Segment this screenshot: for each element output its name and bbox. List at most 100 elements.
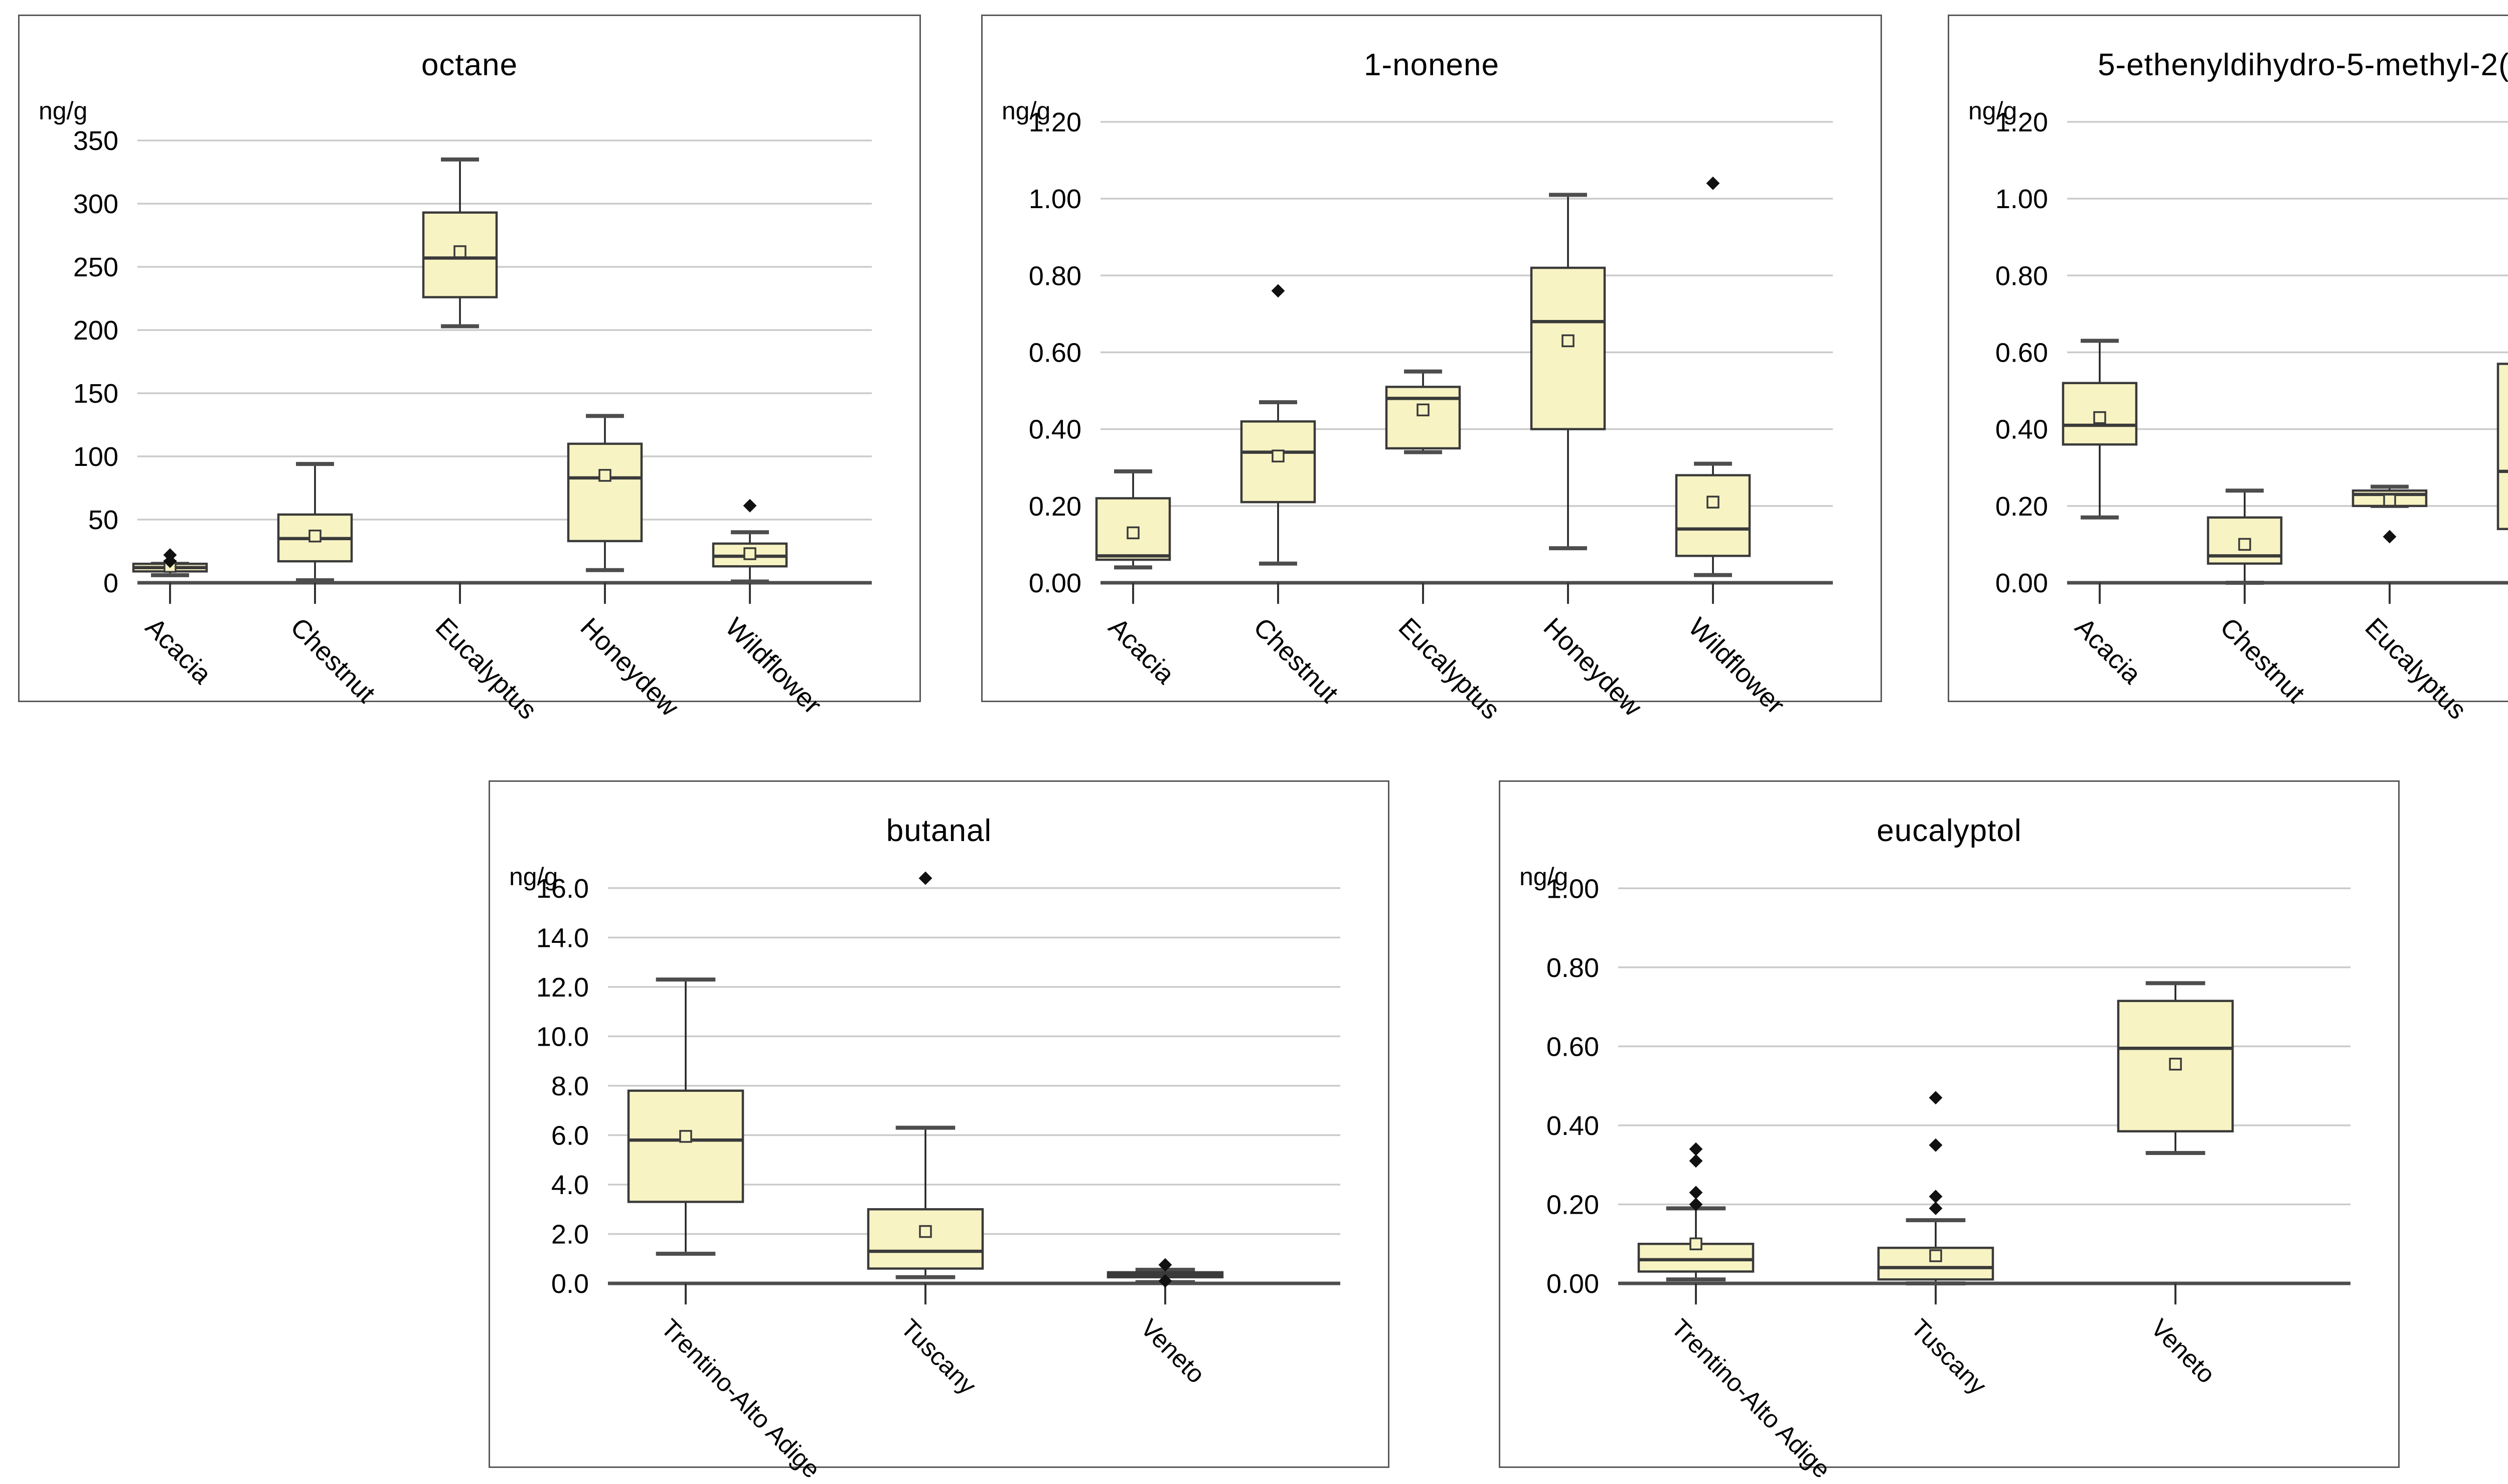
y-tick-label: 0.00	[1995, 568, 2048, 598]
outlier-point	[1929, 1190, 1943, 1204]
y-tick-label: 10.0	[536, 1022, 589, 1052]
mean-marker	[1706, 496, 1719, 509]
x-category-label: Eucalyptus	[2360, 612, 2472, 725]
mean-marker	[1561, 334, 1575, 348]
y-tick-label: 0.20	[1995, 491, 2048, 522]
y-tick-label: 150	[73, 379, 118, 409]
outlier-point	[918, 871, 932, 885]
y-tick-label: 0	[103, 568, 118, 598]
boxplot-octane: 0 50 100 150 200 250 300 350 Acacia Chestnut Eucal…	[73, 126, 872, 725]
y-tick-label: 16.0	[536, 874, 589, 904]
mean-marker	[2169, 1058, 2182, 1071]
y-axis-unit-label: ng/g	[1002, 97, 1051, 125]
y-tick-label: 1.00	[1995, 184, 2048, 214]
x-category-label: Trentino-Alto Adige	[1666, 1313, 1836, 1483]
y-tick-label: 2.0	[551, 1219, 589, 1249]
x-category-label: Eucalyptus	[430, 612, 543, 725]
box-trentino-alto-adige	[1637, 1242, 1755, 1273]
box-eucalyptus	[1385, 386, 1461, 450]
x-category-label: Trentino-Alto Adige	[656, 1313, 826, 1483]
x-category-label: Acacia	[140, 612, 218, 690]
x-category-label: Tuscany	[895, 1313, 982, 1400]
y-tick-label: 0.80	[1546, 953, 1599, 983]
box-wildflower	[1675, 474, 1751, 557]
mean-marker	[453, 245, 466, 258]
x-category-label: Eucalyptus	[1393, 612, 1506, 725]
mean-marker	[919, 1225, 932, 1238]
y-tick-label: 1.20	[1995, 107, 2048, 137]
box-honeydew	[1530, 266, 1606, 430]
outlier-point	[1929, 1138, 1943, 1152]
y-tick-label: 0.60	[1546, 1032, 1599, 1062]
chart-title-eucalyptol: eucalyptol	[1876, 813, 2022, 848]
x-category-label: Veneto	[2145, 1313, 2221, 1389]
x-category-label: Honeydew	[2504, 612, 2508, 722]
x-category-label: Wildflower	[1683, 612, 1791, 720]
chart-title-octane: octane	[421, 48, 518, 82]
chart-panel-butanal: ng/g butanal 0.0 2.0 4.0 6.0 8.0 10.0 12.0 14.0…	[489, 780, 1389, 1483]
outlier-point	[743, 499, 757, 513]
outlier-point	[2383, 530, 2397, 544]
y-axis-unit-label: ng/g	[1519, 863, 1569, 891]
outlier-point	[1706, 177, 1720, 190]
mean-marker	[2093, 411, 2106, 424]
box-honeydew	[567, 442, 643, 543]
y-tick-label: 1.00	[1029, 184, 1081, 214]
y-tick-label: 0.40	[1546, 1111, 1599, 1141]
outlier-point	[1158, 1258, 1172, 1272]
chart-panel-1-nonene: ng/g 1-nonene 0.00 0.20 0.40 0.60 0.80 1.00 1.…	[981, 15, 1882, 725]
x-category-label: Chestnut	[1248, 612, 1344, 709]
y-tick-label: 12.0	[536, 972, 589, 1003]
mean-marker	[1127, 526, 1140, 540]
y-tick-label: 0.20	[1546, 1190, 1599, 1220]
y-tick-label: 0.80	[1029, 261, 1081, 291]
x-category-label: Acacia	[1103, 612, 1181, 690]
outlier-point	[1271, 284, 1285, 298]
y-tick-label: 0.0	[551, 1269, 589, 1299]
box-trentino-alto-adige	[627, 1089, 744, 1203]
x-category-label: Honeydew	[1538, 612, 1648, 722]
outlier-point	[1689, 1186, 1703, 1200]
y-tick-label: 0.60	[1029, 338, 1081, 368]
y-axis-unit-label: ng/g	[39, 97, 88, 125]
mean-marker	[2238, 538, 2251, 551]
outlier-point	[1929, 1091, 1943, 1105]
y-tick-label: 1.00	[1546, 874, 1599, 904]
y-tick-label: 350	[73, 126, 118, 156]
y-tick-label: 0.00	[1546, 1269, 1599, 1299]
y-tick-label: 0.40	[1995, 415, 2048, 445]
boxplot-furanone: 0.00 0.20 0.40 0.60 0.80 1.00 1.20 Acacia Chestn…	[1995, 107, 2508, 725]
y-tick-label: 0.00	[1029, 568, 1081, 598]
y-tick-label: 0.40	[1029, 415, 1081, 445]
mean-marker	[1929, 1249, 1942, 1262]
y-tick-label: 8.0	[551, 1071, 589, 1101]
outlier-point	[1689, 1142, 1703, 1156]
y-tick-label: 0.20	[1029, 491, 1081, 522]
y-tick-label: 1.20	[1029, 107, 1081, 137]
x-category-label: Chestnut	[285, 612, 381, 709]
y-tick-label: 200	[73, 315, 118, 346]
y-tick-label: 50	[88, 505, 118, 535]
chart-panel-furanone: ng/g 5-ethenyldihydro-5-methyl-2(3H)-fur…	[1948, 15, 2508, 725]
y-tick-label: 14.0	[536, 923, 589, 953]
x-category-label: Chestnut	[2215, 612, 2311, 709]
chart-panel-octane: ng/g octane 0 50 100 150 200 250 300 350 Acacia C…	[18, 15, 921, 725]
chart-title-furanone: 5-ethenyldihydro-5-methyl-2(3H)-furanone	[2098, 48, 2508, 82]
y-tick-label: 6.0	[551, 1120, 589, 1150]
outlier-point	[1929, 1201, 1943, 1215]
chart-title-butanal: butanal	[886, 813, 992, 848]
y-tick-label: 4.0	[551, 1170, 589, 1200]
mean-marker	[308, 530, 322, 543]
y-tick-label: 100	[73, 442, 118, 472]
x-category-label: Tuscany	[1906, 1313, 1992, 1400]
y-tick-label: 0.80	[1995, 261, 2048, 291]
y-axis-unit-label: ng/g	[1968, 97, 2017, 125]
y-tick-label: 250	[73, 252, 118, 282]
mean-marker	[2383, 493, 2396, 507]
outlier-point	[1689, 1154, 1703, 1168]
mean-marker	[679, 1130, 692, 1143]
x-category-label: Acacia	[2070, 612, 2147, 690]
boxplot-eucalyptol: 0.00 0.20 0.40 0.60 0.80 1.00 Trentino-Alto Ad…	[1546, 874, 2350, 1483]
mean-marker	[1417, 403, 1430, 417]
